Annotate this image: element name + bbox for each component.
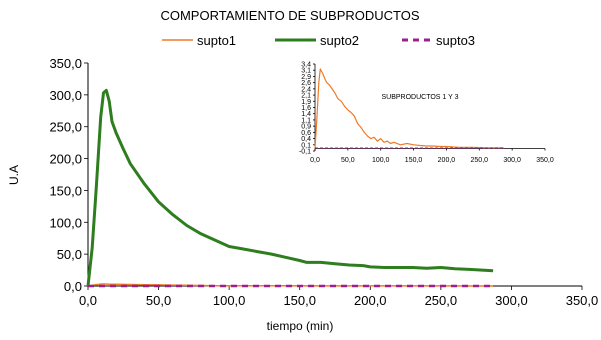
main-y-tick-label: 50,0 [57,247,82,262]
inset-ticks: -0,10,10,40,60,91,11,41,61,92,12,42,62,9… [299,62,554,165]
inset-y-tick-label: 1,1 [301,117,311,124]
inset-x-tick-label: 50,0 [341,157,355,164]
legend-label-supto1: supto1 [197,33,236,48]
inset-y-tick-label: 3,4 [301,62,311,69]
main-x-tick-label: 300,0 [495,293,528,308]
main-y-tick-label: 0,0 [64,279,82,294]
inset-title: SUBPRODUCTOS 1 Y 3 [381,94,458,101]
main-ticks: 0,0 50,0 100,0 150,0 200,0 250,0 300,0 350,0 0,0… [49,56,598,308]
main-series [86,88,494,288]
inset-axes [314,64,545,151]
chart-title: COMPORTAMIENTO DE SUBPRODUCTOS [160,8,419,23]
legend-label-supto2: supto2 [320,33,359,48]
inset-y-tick-label: 0,4 [301,136,311,143]
inset-y-tick-label: 0,9 [301,124,311,131]
inset-x-tick-label: 350,0 [536,157,554,164]
y-axis-label: U.A [7,165,21,185]
inset-y-tick-label: 1,9 [301,99,311,106]
main-x-tick-label: 350,0 [566,293,599,308]
main-y-tick-label: 100,0 [49,215,82,230]
inset-x-tick-label: 100,0 [372,157,390,164]
inset-series [314,68,504,149]
main-y-tick-label: 250,0 [49,120,82,135]
main-y-tick-label: 350,0 [49,56,82,71]
main-x-tick-label: 250,0 [425,293,458,308]
inset-y-tick-label: 0,1 [301,142,311,149]
inset-y-tick-label: 2,4 [301,86,311,93]
main-x-tick-label: 150,0 [283,293,316,308]
main-y-tick-label: 300,0 [49,88,82,103]
inset-x-tick-label: 300,0 [503,157,521,164]
main-series-line-supto2 [86,88,494,287]
main-y-tick-label: 200,0 [49,152,82,167]
inset-x-tick-label: 150,0 [405,157,423,164]
main-x-tick-label: 100,0 [213,293,246,308]
inset-x-tick-label: 0,0 [310,157,320,164]
inset-y-tick-label: 2,9 [301,74,311,81]
inset-x-tick-label: 200,0 [438,157,456,164]
inset-y-tick-label: 2,6 [301,80,311,87]
inset-y-tick-label: 1,4 [301,111,311,118]
main-y-tick-label: 150,0 [49,183,82,198]
main-x-tick-label: 50,0 [146,293,171,308]
main-x-tick-label: 200,0 [354,293,387,308]
inset-x-tick-label: 250,0 [471,157,489,164]
inset-y-tick-label: -0,1 [299,149,311,156]
inset-series-line-supto1 [314,68,504,149]
x-axis-label: tiempo (min) [267,319,334,333]
inset-y-tick-label: 1,6 [301,105,311,112]
main-x-tick-label: 0,0 [79,293,97,308]
legend-label-supto3: supto3 [436,33,475,48]
inset-chart: SUBPRODUCTOS 1 Y 3 -0,10,10,40,60,91,11,… [299,62,554,165]
main-axes [87,63,582,287]
inset-y-tick-label: 2,1 [301,93,311,100]
inset-y-tick-label: 0,6 [301,130,311,137]
inset-y-tick-label: 3,1 [301,68,311,75]
legend: supto1 supto2 supto3 [162,33,475,48]
